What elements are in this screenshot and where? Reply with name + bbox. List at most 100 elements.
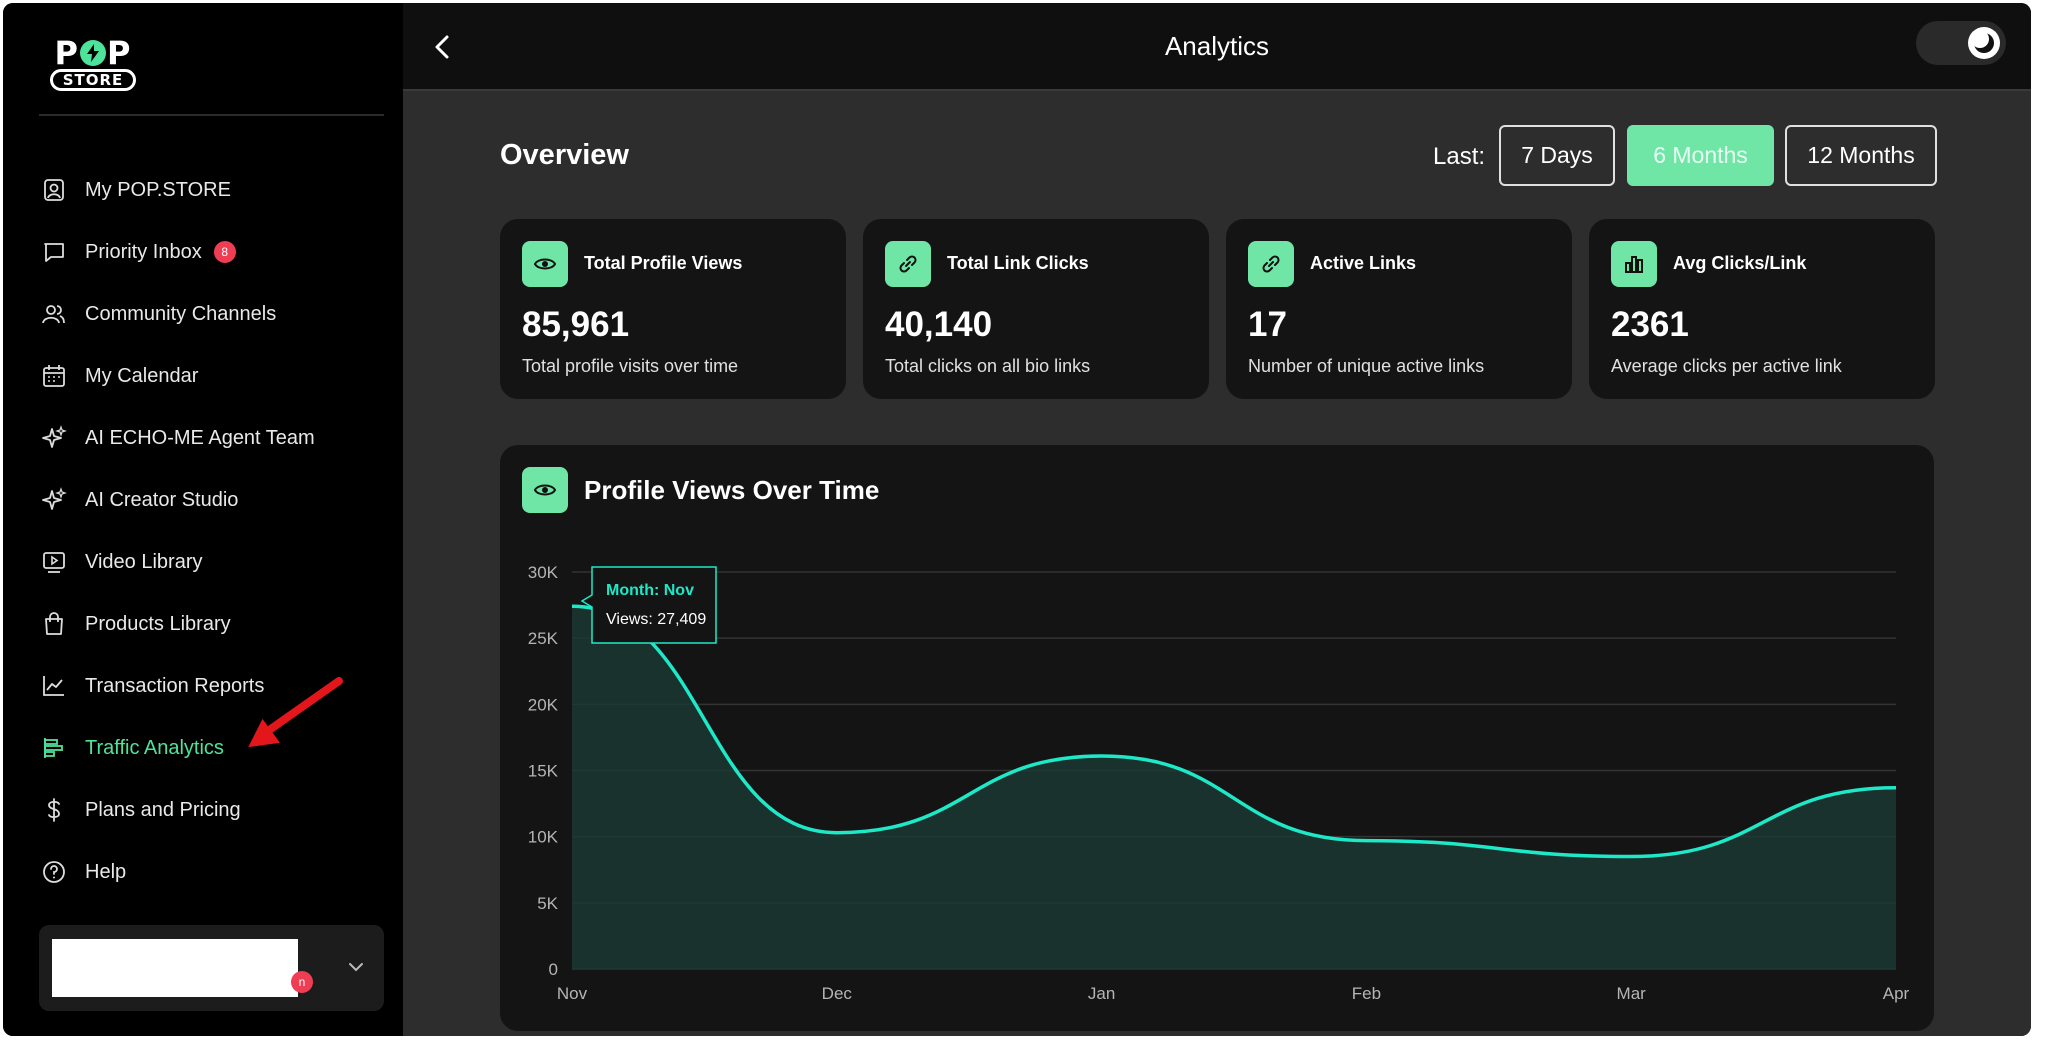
- stat-description: Total profile visits over time: [522, 356, 739, 376]
- shopping-bag-icon: [39, 609, 69, 639]
- x-tick-label: Feb: [1352, 984, 1381, 1003]
- sidebar-item-traffic-analytics[interactable]: Traffic Analytics: [39, 717, 384, 779]
- chevron-down-icon[interactable]: [346, 957, 366, 977]
- sidebar-item-label: Community Channels: [85, 302, 277, 325]
- stat-value: 40,140: [885, 305, 993, 344]
- y-tick-label: 30K: [528, 563, 559, 582]
- y-tick-label: 5K: [537, 894, 558, 913]
- page-title: Analytics: [1164, 31, 1270, 61]
- sidebar-item-label: AI ECHO-ME Agent Team: [85, 426, 315, 449]
- top-bar: Analytics: [403, 3, 2031, 91]
- sidebar-item-label: AI Creator Studio: [85, 488, 239, 511]
- moon-icon: [1971, 30, 1994, 53]
- stat-label: Total Link Clicks: [947, 253, 1089, 273]
- bar-chart-horizontal-icon: [39, 733, 69, 763]
- series-line: [571, 604, 1897, 859]
- range-6-months-button[interactable]: 6 Months: [1627, 125, 1774, 186]
- account-name-redacted: [52, 939, 298, 997]
- eye-icon: [522, 467, 568, 513]
- profile-views-chart-card: Profile Views Over Time 0 5K 10K 15K 20K 25K 3…: [500, 445, 1934, 1031]
- account-switcher[interactable]: n: [39, 925, 384, 1011]
- profile-views-chart[interactable]: 0 5K 10K 15K 20K 25K 30K Nov Dec Jan Feb Mar Apr Mont…: [500, 445, 1934, 1031]
- stat-label: Avg Clicks/Link: [1673, 253, 1807, 273]
- sidebar-item-community-channels[interactable]: Community Channels: [39, 283, 384, 345]
- area-fill: [572, 606, 1896, 969]
- sidebar-item-my-pop-store[interactable]: My POP.STORE: [39, 159, 384, 221]
- theme-toggle[interactable]: [1916, 21, 2006, 65]
- video-icon: [39, 547, 69, 577]
- eye-icon: [522, 241, 568, 287]
- y-tick-label: 10K: [528, 828, 559, 847]
- message-icon: [39, 237, 69, 267]
- bar-chart-icon: [1611, 241, 1657, 287]
- range-label: Last:: [1433, 143, 1486, 170]
- users-icon: [39, 299, 69, 329]
- account-badge: n: [291, 971, 313, 993]
- sidebar-item-label: Transaction Reports: [85, 674, 265, 697]
- bolt-icon: [80, 40, 106, 66]
- tooltip-box: [580, 566, 717, 644]
- y-tick-label: 25K: [528, 629, 559, 648]
- stat-value: 85,961: [522, 305, 630, 344]
- stat-value: 17: [1248, 305, 1287, 344]
- calendar-icon: [39, 361, 69, 391]
- user-square-icon: [39, 175, 69, 205]
- link-icon: [885, 241, 931, 287]
- sidebar-item-label: Traffic Analytics: [85, 736, 224, 759]
- chart-title: Profile Views Over Time: [584, 475, 880, 505]
- stat-card-avg-clicks-link: Avg Clicks/Link 2361 Average clicks per ac…: [1589, 219, 1935, 399]
- x-tick-label: Mar: [1617, 984, 1647, 1003]
- y-tick-label: 15K: [528, 762, 559, 781]
- stat-card-total-profile-views: Total Profile Views 85,961 Total profile v…: [500, 219, 846, 399]
- stat-label: Total Profile Views: [584, 253, 743, 273]
- sidebar-item-my-calendar[interactable]: My Calendar: [39, 345, 384, 407]
- sidebar-item-plans-and-pricing[interactable]: Plans and Pricing: [39, 779, 384, 841]
- stat-card-total-link-clicks: Total Link Clicks 40,140 Total clicks on a…: [863, 219, 1209, 399]
- y-tick-label: 0: [549, 960, 558, 979]
- range-7-days-button[interactable]: 7 Days: [1499, 125, 1615, 186]
- sidebar-item-help[interactable]: Help: [39, 841, 384, 903]
- sidebar-item-transaction-reports[interactable]: Transaction Reports: [39, 655, 384, 717]
- sidebar-nav: My POP.STORE Priority Inbox 8 Community Cha…: [39, 159, 384, 903]
- sidebar-item-label: Plans and Pricing: [85, 798, 241, 821]
- stat-card-active-links: Active Links 17 Number of unique active li…: [1226, 219, 1572, 399]
- range-12-months-button[interactable]: 12 Months: [1785, 125, 1937, 186]
- sidebar-item-video-library[interactable]: Video Library: [39, 531, 384, 593]
- x-tick-label: Jan: [1088, 984, 1115, 1003]
- x-tick-label: Nov: [557, 984, 588, 1003]
- back-arrow-icon[interactable]: [431, 33, 455, 61]
- sidebar-item-label: Help: [85, 860, 127, 883]
- stat-value: 2361: [1611, 305, 1689, 344]
- sidebar-item-ai-echo-me-agent-team[interactable]: AI ECHO-ME Agent Team: [39, 407, 384, 469]
- x-tick-label: Apr: [1883, 984, 1910, 1003]
- sidebar-item-products-library[interactable]: Products Library: [39, 593, 384, 655]
- toggle-knob: [1968, 27, 2000, 59]
- stat-label: Active Links: [1310, 253, 1417, 273]
- link-icon: [1248, 241, 1294, 287]
- sparkle-icon: [39, 485, 69, 515]
- sidebar-item-ai-creator-studio[interactable]: AI Creator Studio: [39, 469, 384, 531]
- line-chart-icon: [39, 671, 69, 701]
- stat-description: Average clicks per active link: [1611, 356, 1842, 376]
- stat-description: Total clicks on all bio links: [885, 356, 1091, 376]
- sidebar-item-label: Video Library: [85, 550, 203, 573]
- sidebar-item-label: My POP.STORE: [85, 178, 231, 201]
- x-tick-label: Dec: [822, 984, 853, 1003]
- sidebar-item-label: Products Library: [85, 612, 231, 635]
- chart-tooltip: Month: Nov Views: 27,409: [580, 566, 717, 644]
- tooltip-title: Month: Nov: [606, 582, 694, 599]
- main-content: Analytics Overview Last: 7 Days 6 Months…: [403, 3, 2031, 1036]
- sparkle-icon: [39, 423, 69, 453]
- dollar-icon: [39, 795, 69, 825]
- sidebar-divider: [39, 114, 384, 116]
- y-tick-label: 20K: [528, 695, 559, 714]
- sidebar-item-label: My Calendar: [85, 364, 199, 387]
- help-circle-icon: [39, 857, 69, 887]
- logo-store-text: STORE: [50, 69, 136, 91]
- stat-description: Number of unique active links: [1248, 356, 1485, 376]
- sidebar-item-priority-inbox[interactable]: Priority Inbox 8: [39, 221, 384, 283]
